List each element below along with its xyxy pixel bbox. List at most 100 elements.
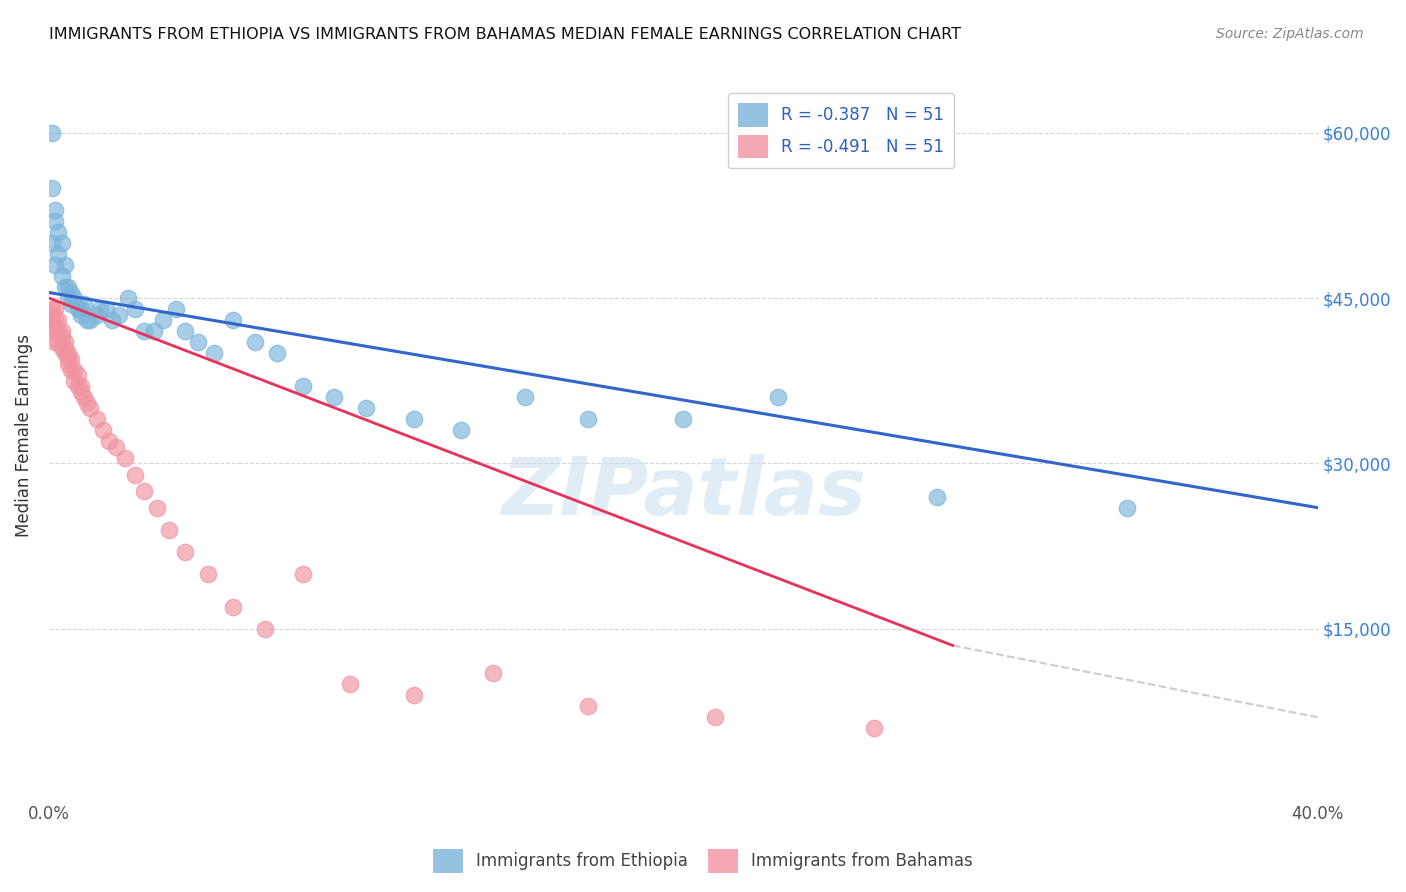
Point bbox=[165, 301, 187, 316]
Point bbox=[53, 335, 76, 350]
Point bbox=[41, 313, 63, 327]
Point bbox=[146, 500, 169, 515]
Point bbox=[142, 324, 165, 338]
Point bbox=[132, 324, 155, 338]
Point bbox=[402, 412, 425, 426]
Point bbox=[60, 285, 83, 300]
Point bbox=[862, 721, 884, 735]
Point bbox=[291, 566, 314, 581]
Point bbox=[56, 346, 79, 360]
Point bbox=[69, 384, 91, 399]
Point bbox=[44, 301, 66, 316]
Point bbox=[79, 313, 101, 327]
Point bbox=[197, 566, 219, 581]
Point bbox=[672, 412, 695, 426]
Point bbox=[44, 335, 66, 350]
Point bbox=[56, 291, 79, 305]
Point bbox=[51, 235, 73, 250]
Point bbox=[56, 357, 79, 371]
Point bbox=[107, 308, 129, 322]
Point bbox=[53, 341, 76, 355]
Point bbox=[48, 313, 70, 327]
Point bbox=[925, 490, 948, 504]
Point bbox=[41, 308, 63, 322]
Point bbox=[76, 313, 98, 327]
Point bbox=[44, 313, 66, 327]
Point bbox=[48, 324, 70, 338]
Point bbox=[91, 423, 114, 437]
Point bbox=[76, 396, 98, 410]
Point bbox=[513, 390, 536, 404]
Point bbox=[56, 280, 79, 294]
Point bbox=[124, 301, 146, 316]
Point bbox=[41, 235, 63, 250]
Point bbox=[202, 346, 225, 360]
Point bbox=[66, 301, 89, 316]
Text: Source: ZipAtlas.com: Source: ZipAtlas.com bbox=[1216, 27, 1364, 41]
Point bbox=[66, 379, 89, 393]
Point bbox=[41, 126, 63, 140]
Point bbox=[44, 214, 66, 228]
Point bbox=[86, 412, 108, 426]
Point bbox=[94, 301, 117, 316]
Point bbox=[73, 296, 96, 310]
Point bbox=[69, 308, 91, 322]
Point bbox=[69, 301, 91, 316]
Point bbox=[44, 324, 66, 338]
Point bbox=[63, 362, 86, 376]
Point bbox=[53, 280, 76, 294]
Point bbox=[48, 247, 70, 261]
Point bbox=[450, 423, 472, 437]
Y-axis label: Median Female Earnings: Median Female Earnings bbox=[15, 334, 32, 537]
Point bbox=[44, 258, 66, 272]
Point bbox=[354, 401, 377, 416]
Point bbox=[222, 599, 245, 614]
Point bbox=[222, 313, 245, 327]
Point bbox=[768, 390, 790, 404]
Point bbox=[104, 440, 127, 454]
Point bbox=[51, 329, 73, 343]
Point bbox=[174, 324, 197, 338]
Point bbox=[44, 202, 66, 217]
Point bbox=[60, 351, 83, 366]
Point bbox=[1116, 500, 1139, 515]
Point bbox=[174, 545, 197, 559]
Point bbox=[704, 710, 727, 724]
Point bbox=[86, 308, 108, 322]
Point bbox=[51, 268, 73, 283]
Point bbox=[63, 374, 86, 388]
Point bbox=[60, 362, 83, 376]
Point bbox=[79, 401, 101, 416]
Point bbox=[89, 301, 111, 316]
Point bbox=[243, 335, 266, 350]
Point bbox=[339, 677, 361, 691]
Point bbox=[323, 390, 346, 404]
Point bbox=[132, 484, 155, 499]
Legend: Immigrants from Ethiopia, Immigrants from Bahamas: Immigrants from Ethiopia, Immigrants fro… bbox=[426, 842, 980, 880]
Point bbox=[56, 351, 79, 366]
Point bbox=[66, 368, 89, 383]
Point bbox=[576, 412, 599, 426]
Point bbox=[48, 225, 70, 239]
Point bbox=[51, 341, 73, 355]
Text: IMMIGRANTS FROM ETHIOPIA VS IMMIGRANTS FROM BAHAMAS MEDIAN FEMALE EARNINGS CORRE: IMMIGRANTS FROM ETHIOPIA VS IMMIGRANTS F… bbox=[49, 27, 962, 42]
Point bbox=[187, 335, 209, 350]
Point bbox=[41, 318, 63, 333]
Point bbox=[53, 258, 76, 272]
Point bbox=[482, 666, 505, 681]
Point bbox=[291, 379, 314, 393]
Point bbox=[576, 699, 599, 714]
Point bbox=[41, 180, 63, 194]
Point bbox=[159, 523, 181, 537]
Point bbox=[53, 346, 76, 360]
Point bbox=[101, 313, 124, 327]
Point bbox=[117, 291, 139, 305]
Point bbox=[152, 313, 174, 327]
Point bbox=[73, 390, 96, 404]
Point bbox=[124, 467, 146, 482]
Point bbox=[98, 434, 121, 449]
Point bbox=[114, 450, 136, 465]
Text: ZIPatlas: ZIPatlas bbox=[501, 454, 866, 533]
Point bbox=[69, 379, 91, 393]
Point bbox=[48, 335, 70, 350]
